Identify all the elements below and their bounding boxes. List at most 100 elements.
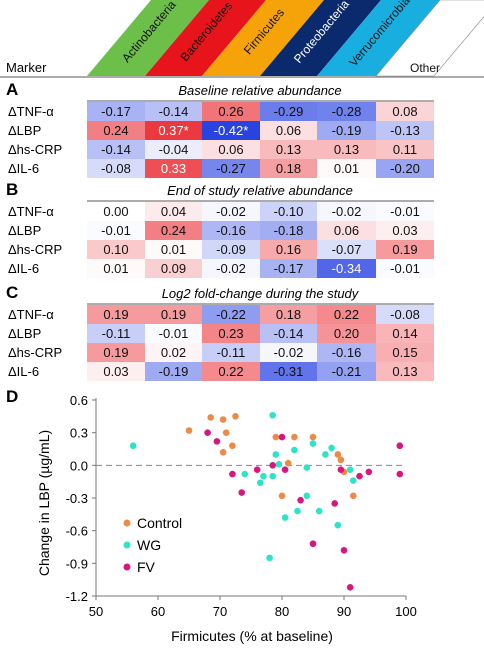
cell-value: -0.11	[217, 345, 246, 360]
data-point-fv	[309, 540, 317, 548]
cell-value: 0.19	[392, 242, 417, 257]
data-point-wg	[328, 444, 335, 452]
y-axis-label: Change in LBP (µg/mL)	[36, 430, 52, 576]
cell-value: -0.01	[101, 223, 131, 238]
data-point-fv	[297, 496, 304, 504]
data-point-wg	[257, 479, 264, 487]
cell-value: -0.20	[390, 161, 420, 176]
heatmap-cell	[376, 159, 434, 178]
cell-value: -0.09	[216, 242, 246, 257]
cell-value: 0.06	[218, 142, 243, 157]
heatmap-cell	[376, 202, 434, 221]
cell-value: -0.29	[274, 104, 304, 119]
heatmap-cell	[87, 159, 145, 178]
heatmap-cell	[87, 305, 145, 324]
data-point-fv	[238, 489, 245, 496]
cell-value: -0.14	[159, 104, 189, 119]
cell-value: -0.02	[332, 204, 362, 219]
heatmap-cell	[202, 202, 260, 221]
row-label: Δhs-CRP	[8, 242, 62, 257]
data-point-fv	[204, 429, 211, 436]
data-point-fv	[346, 583, 354, 591]
data-point-control	[272, 433, 280, 441]
data-point-fv	[356, 472, 363, 480]
heatmap-cell	[202, 259, 260, 278]
taxon-band	[87, 0, 209, 76]
heatmap-cell	[202, 343, 260, 362]
data-point-fv	[396, 470, 404, 478]
x-tick-label: 70	[213, 604, 227, 619]
heatmap-cell	[260, 202, 317, 221]
heatmap-cell	[202, 102, 260, 121]
data-point-wg	[241, 470, 249, 478]
cell-value: -0.02	[216, 204, 246, 219]
cell-value: 0.33	[161, 161, 186, 176]
data-point-control	[278, 492, 286, 500]
cell-value: -0.21	[332, 364, 362, 379]
row-label: Δhs-CRP	[8, 142, 62, 157]
heatmap-cell	[260, 324, 317, 343]
data-point-wg	[291, 446, 298, 454]
marker-label: Marker	[6, 60, 47, 75]
data-point-control	[350, 492, 357, 500]
data-point-fv	[281, 466, 289, 473]
heatmap-cell	[260, 159, 317, 178]
heatmap-panels: A Baseline relative abundance ΔTNF-α -0.17 -…	[6, 80, 434, 381]
cell-value: -0.27	[216, 161, 246, 176]
data-point-control	[229, 442, 236, 450]
cell-value: 0.13	[276, 142, 301, 157]
data-point-fv	[229, 470, 236, 478]
heatmap-cell	[87, 202, 145, 221]
cell-value: -0.28	[332, 104, 362, 119]
row-label: ΔLBP	[8, 326, 41, 341]
x-tick-label: 60	[151, 604, 165, 619]
data-point-fv	[253, 466, 261, 473]
cell-value: 0.23	[218, 326, 243, 341]
cell-value: -0.02	[216, 261, 246, 276]
cell-value: -0.18	[274, 223, 304, 238]
heatmap-cell	[317, 343, 376, 362]
row-label: Δhs-CRP	[8, 345, 62, 360]
cell-value: 0.16	[276, 242, 301, 257]
cell-value: 0.18	[276, 307, 301, 322]
data-point-fv	[337, 466, 345, 473]
data-point-wg	[303, 492, 311, 500]
taxon-band	[260, 0, 381, 76]
x-axis-label: Firmicutes (% at baseline)	[171, 628, 333, 644]
heatmap-cell	[376, 140, 434, 159]
cell-value: 0.10	[103, 242, 128, 257]
data-point-wg	[269, 411, 277, 419]
heatmap-cell	[145, 259, 202, 278]
data-point-wg	[272, 451, 280, 458]
heatmap-cell	[260, 305, 317, 324]
heatmap-cell	[145, 102, 202, 121]
x-tick-label: 100	[395, 604, 417, 619]
cell-value: 0.01	[103, 261, 128, 276]
cell-value: -0.22	[216, 307, 246, 322]
cell-value: -0.17	[101, 104, 131, 119]
row-label: ΔTNF-α	[8, 204, 54, 219]
data-point-fv	[213, 438, 221, 445]
cell-value: -0.02	[274, 345, 304, 360]
taxon-label: Other	[410, 61, 440, 75]
heatmap-cell	[317, 240, 376, 259]
y-tick-label: -0.9	[66, 556, 88, 571]
data-point-fv	[365, 468, 373, 476]
cell-value: 0.01	[334, 161, 359, 176]
panel-title: Log2 fold-change during the study	[162, 286, 360, 301]
heatmap-cell	[376, 324, 434, 343]
heatmap-cell	[376, 102, 434, 121]
data-point-control	[232, 413, 239, 420]
panel-d-letter: D	[6, 387, 18, 406]
heatmap-cell	[202, 362, 260, 381]
legend-marker	[123, 519, 131, 527]
heatmap-cell	[317, 305, 376, 324]
cell-value: -0.08	[101, 161, 131, 176]
data-point-control	[219, 448, 227, 456]
cell-value: 0.03	[392, 223, 417, 238]
data-point-wg	[303, 464, 311, 471]
cell-value: -0.42*	[214, 123, 249, 138]
cell-value: 0.04	[161, 204, 186, 219]
cell-value: 0.09	[161, 261, 186, 276]
heatmap-cell	[145, 240, 202, 259]
